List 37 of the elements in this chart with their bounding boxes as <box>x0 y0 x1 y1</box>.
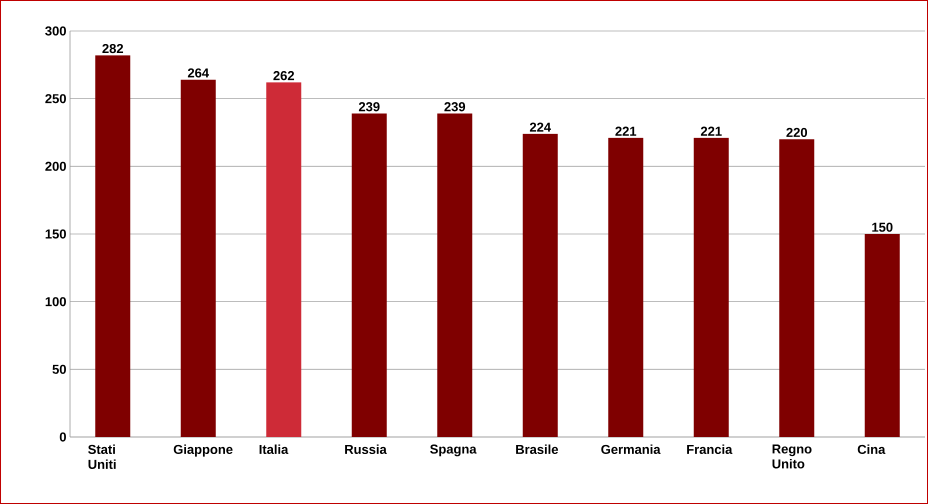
bar <box>779 139 814 437</box>
x-tick-label: Francia <box>687 444 732 454</box>
x-tick-label: Germania <box>601 444 661 454</box>
y-tick-label: 50 <box>52 364 66 374</box>
bar <box>694 138 729 437</box>
x-tick-label: Cina <box>858 444 886 454</box>
data-label: 262 <box>273 71 294 80</box>
y-tick-label: 100 <box>46 297 66 306</box>
x-tick-label: Giappone <box>174 444 233 457</box>
bar <box>437 114 472 437</box>
x-tick-label: Regno Unito <box>772 444 812 468</box>
data-label: 239 <box>444 102 466 112</box>
bar <box>608 138 644 437</box>
y-tick-label: 150 <box>46 229 66 239</box>
x-tick-label: Spagna <box>430 444 477 456</box>
data-label: 239 <box>358 102 380 112</box>
bar <box>180 80 216 437</box>
bar <box>266 82 302 437</box>
bar <box>864 234 900 437</box>
data-label: 221 <box>700 126 722 136</box>
bar <box>522 134 558 437</box>
y-tick-label: 200 <box>45 162 66 171</box>
x-tick-label: Brasile <box>516 444 558 454</box>
bar <box>352 114 387 437</box>
data-label: 221 <box>615 126 636 136</box>
x-tick-label: Italia <box>260 444 288 454</box>
bar <box>95 55 130 437</box>
data-label: 224 <box>530 122 551 132</box>
data-label: 150 <box>872 222 893 232</box>
y-tick-label: 250 <box>45 94 66 104</box>
x-tick-label: Russia <box>345 444 387 454</box>
y-tick-label: 0 <box>60 432 66 442</box>
data-label: 264 <box>188 68 209 78</box>
x-tick-label: Stati Uniti <box>88 444 116 469</box>
data-label: 282 <box>102 44 124 54</box>
y-tick-label: 300 <box>45 26 66 36</box>
data-label: 220 <box>786 128 808 138</box>
